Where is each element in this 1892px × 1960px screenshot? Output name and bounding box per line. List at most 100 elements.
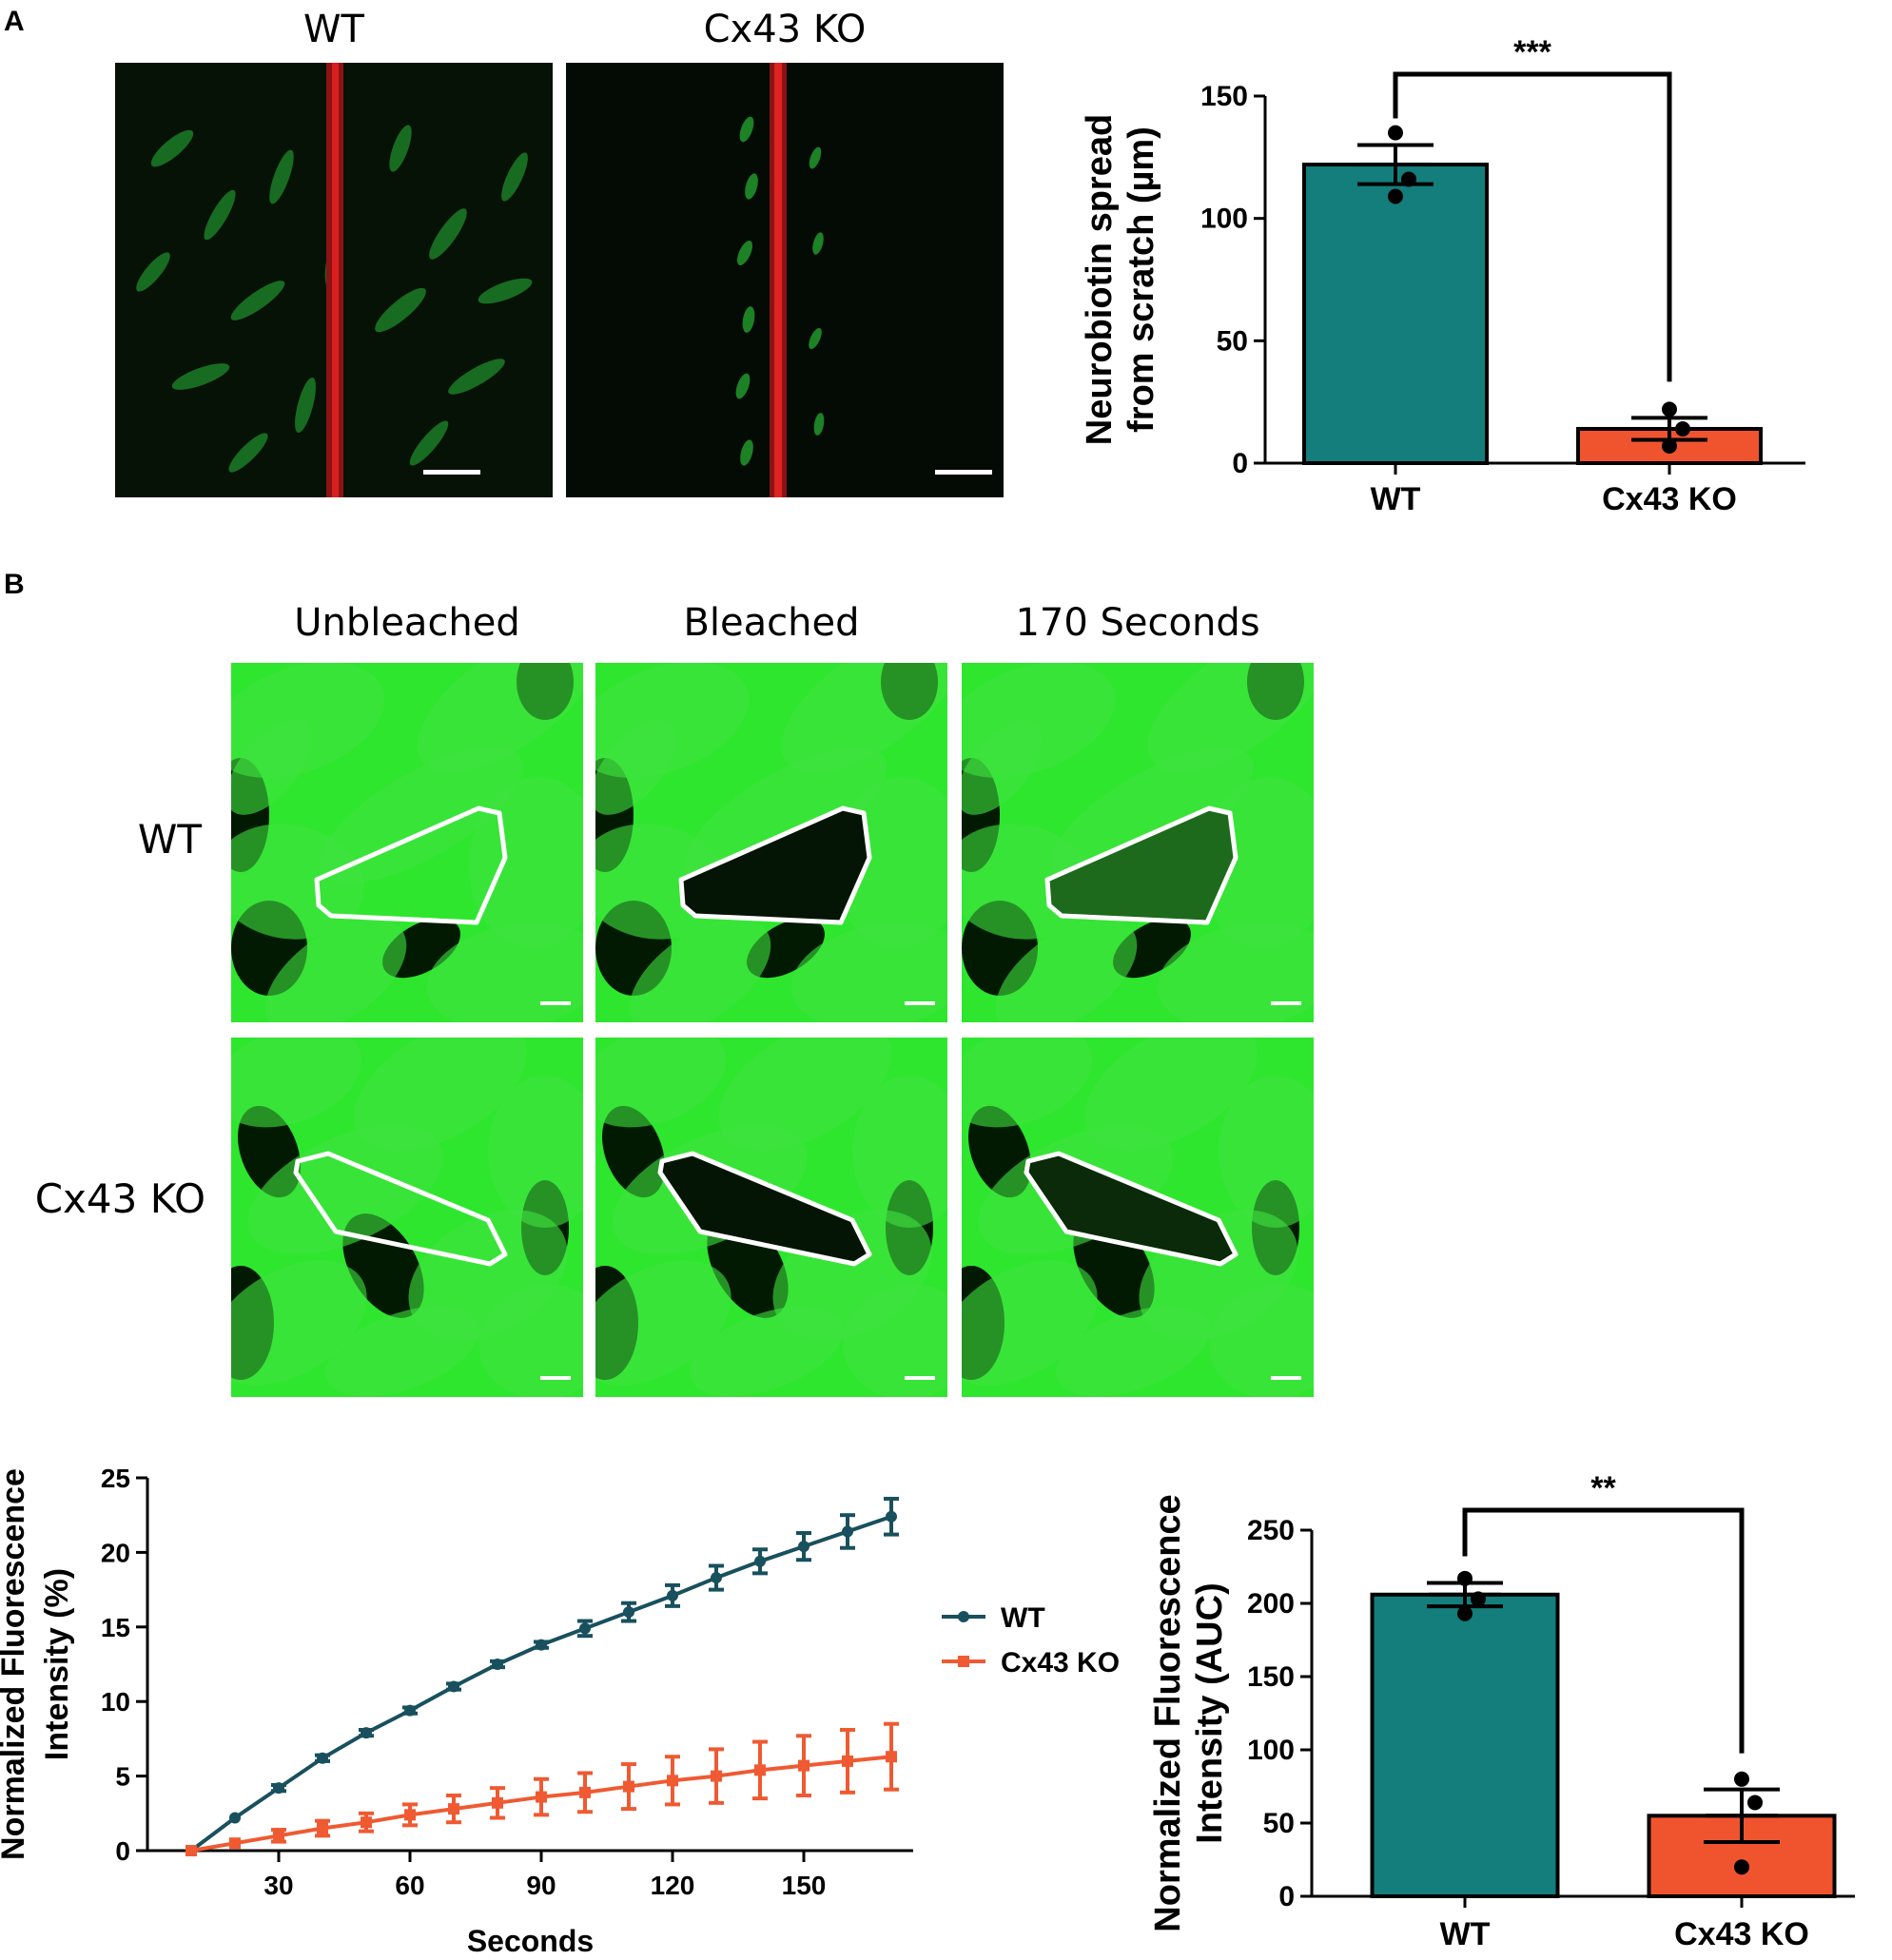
y-tick-label: 200 [1247, 1588, 1295, 1620]
data-point [1388, 125, 1403, 141]
panel-letter-a: A [4, 6, 25, 37]
scale-bar [905, 1001, 935, 1005]
data-point [536, 1791, 547, 1803]
cell [995, 918, 1138, 1022]
significance-bracket [1462, 1507, 1745, 1754]
cell [852, 1076, 947, 1228]
row-label-wt: WT [137, 816, 202, 863]
y-tick-label: 10 [101, 1687, 130, 1717]
cell [962, 720, 1043, 815]
row-label-ko: Cx43 KO [34, 1175, 205, 1222]
y-tick-label: 100 [1247, 1735, 1295, 1766]
x-tick-label: Cx43 KO [1602, 481, 1737, 517]
data-point [842, 1525, 853, 1538]
y-tick-label: 150 [1200, 81, 1248, 112]
data-point [623, 1780, 634, 1793]
column-title-bleached: Bleached [683, 601, 860, 645]
data-point [404, 1704, 416, 1717]
data-point [623, 1606, 634, 1619]
y-axis-label-line: Intensity (%) [39, 1568, 75, 1760]
chart-neurobiotin-spread: 0 50 100 150 WT Cx43 KO *** Neurobiotin spreadf… [1080, 34, 1805, 517]
cell [684, 747, 887, 883]
cell [324, 1306, 480, 1397]
micrograph-scratch-ko [566, 63, 1004, 497]
bleach-roi-outline [657, 1151, 872, 1267]
column-title-170-seconds: 170 Seconds [1015, 601, 1260, 645]
scale-bar [905, 1376, 935, 1380]
scale-bar [540, 1376, 571, 1380]
y-tick-label: 50 [1263, 1808, 1295, 1839]
legend-label: Cx43 KO [1001, 1647, 1120, 1679]
data-point [448, 1803, 459, 1815]
y-tick-label: 0 [115, 1836, 130, 1866]
data-point [229, 1837, 241, 1850]
x-tick-label: 150 [782, 1871, 827, 1900]
data-point [754, 1555, 766, 1567]
x-tick-label: 120 [651, 1871, 695, 1900]
cell [1050, 747, 1254, 883]
x-tick-label: 30 [263, 1871, 293, 1900]
frap-micrograph-ko-170s [962, 1038, 1314, 1397]
cell [843, 1284, 947, 1397]
data-point [229, 1812, 241, 1824]
data-point [711, 1770, 722, 1782]
x-tick-label: 90 [526, 1871, 556, 1900]
image-title-wt: WT [303, 8, 364, 51]
panel-letter-b: B [4, 569, 25, 600]
data-point [798, 1541, 809, 1553]
bleach-roi-outline [293, 1151, 508, 1267]
frap-micrograph-ko-unbleached [231, 1038, 583, 1397]
bleach-roi-outline [678, 805, 872, 925]
cell [962, 1260, 1098, 1386]
chart-frap-auc: 0 50 100 150 200 250 WT Cx43 KO ** Normalized Flu… [1148, 1470, 1855, 1952]
x-tick-label: 60 [395, 1871, 424, 1900]
data-point [1388, 188, 1403, 204]
cell [1219, 1076, 1314, 1228]
image-title-ko: Cx43 KO [703, 8, 867, 51]
scale-bar [540, 1001, 571, 1005]
cell [1055, 1306, 1211, 1397]
data-point [1675, 420, 1690, 437]
y-tick-label: 25 [101, 1464, 130, 1493]
cell [1147, 663, 1314, 773]
data-point [886, 1751, 897, 1763]
cell [320, 747, 523, 883]
data-point [536, 1639, 547, 1651]
cell [595, 720, 676, 815]
cell [417, 663, 583, 773]
scale-bar [1271, 1001, 1301, 1005]
y-axis-label: Normalized FluorescenceIntensity (AUC) [1148, 1494, 1230, 1931]
y-axis-label: Neurobiotin spreadfrom scratch (µm) [1080, 114, 1161, 445]
y-axis-label: Normalized Fluorescence Intensity (%) [0, 1468, 75, 1860]
data-point [711, 1572, 722, 1584]
y-tick-label: 15 [101, 1613, 130, 1642]
data-point [1471, 1591, 1486, 1607]
data-point [185, 1845, 197, 1856]
data-point [448, 1680, 459, 1693]
data-point [1662, 401, 1677, 417]
frap-micrograph-wt-170s [962, 663, 1314, 1022]
data-point [1734, 1771, 1749, 1787]
cell [231, 720, 312, 815]
cell [595, 1038, 727, 1128]
data-point [492, 1796, 503, 1809]
cell [718, 1038, 891, 1152]
data-point [273, 1830, 284, 1842]
x-tick-label: WT [1371, 481, 1421, 517]
data-point [1457, 1605, 1473, 1621]
bar-wt [1302, 163, 1489, 465]
data-point [667, 1589, 678, 1601]
column-title-unbleached: Unbleached [294, 601, 520, 645]
bleach-roi-outline [1044, 805, 1239, 925]
data-point [1401, 171, 1416, 187]
cell [781, 663, 947, 773]
bleach-roi-outline [1024, 1151, 1239, 1267]
y-tick-label: 5 [115, 1762, 130, 1792]
data-point [886, 1510, 897, 1523]
significance-bracket [1393, 71, 1672, 382]
cell [231, 1260, 367, 1386]
y-axis-label-line: Normalized Fluorescence [1148, 1494, 1188, 1931]
x-tick-label: WT [1440, 1916, 1491, 1952]
scale-bar [1271, 1376, 1301, 1380]
